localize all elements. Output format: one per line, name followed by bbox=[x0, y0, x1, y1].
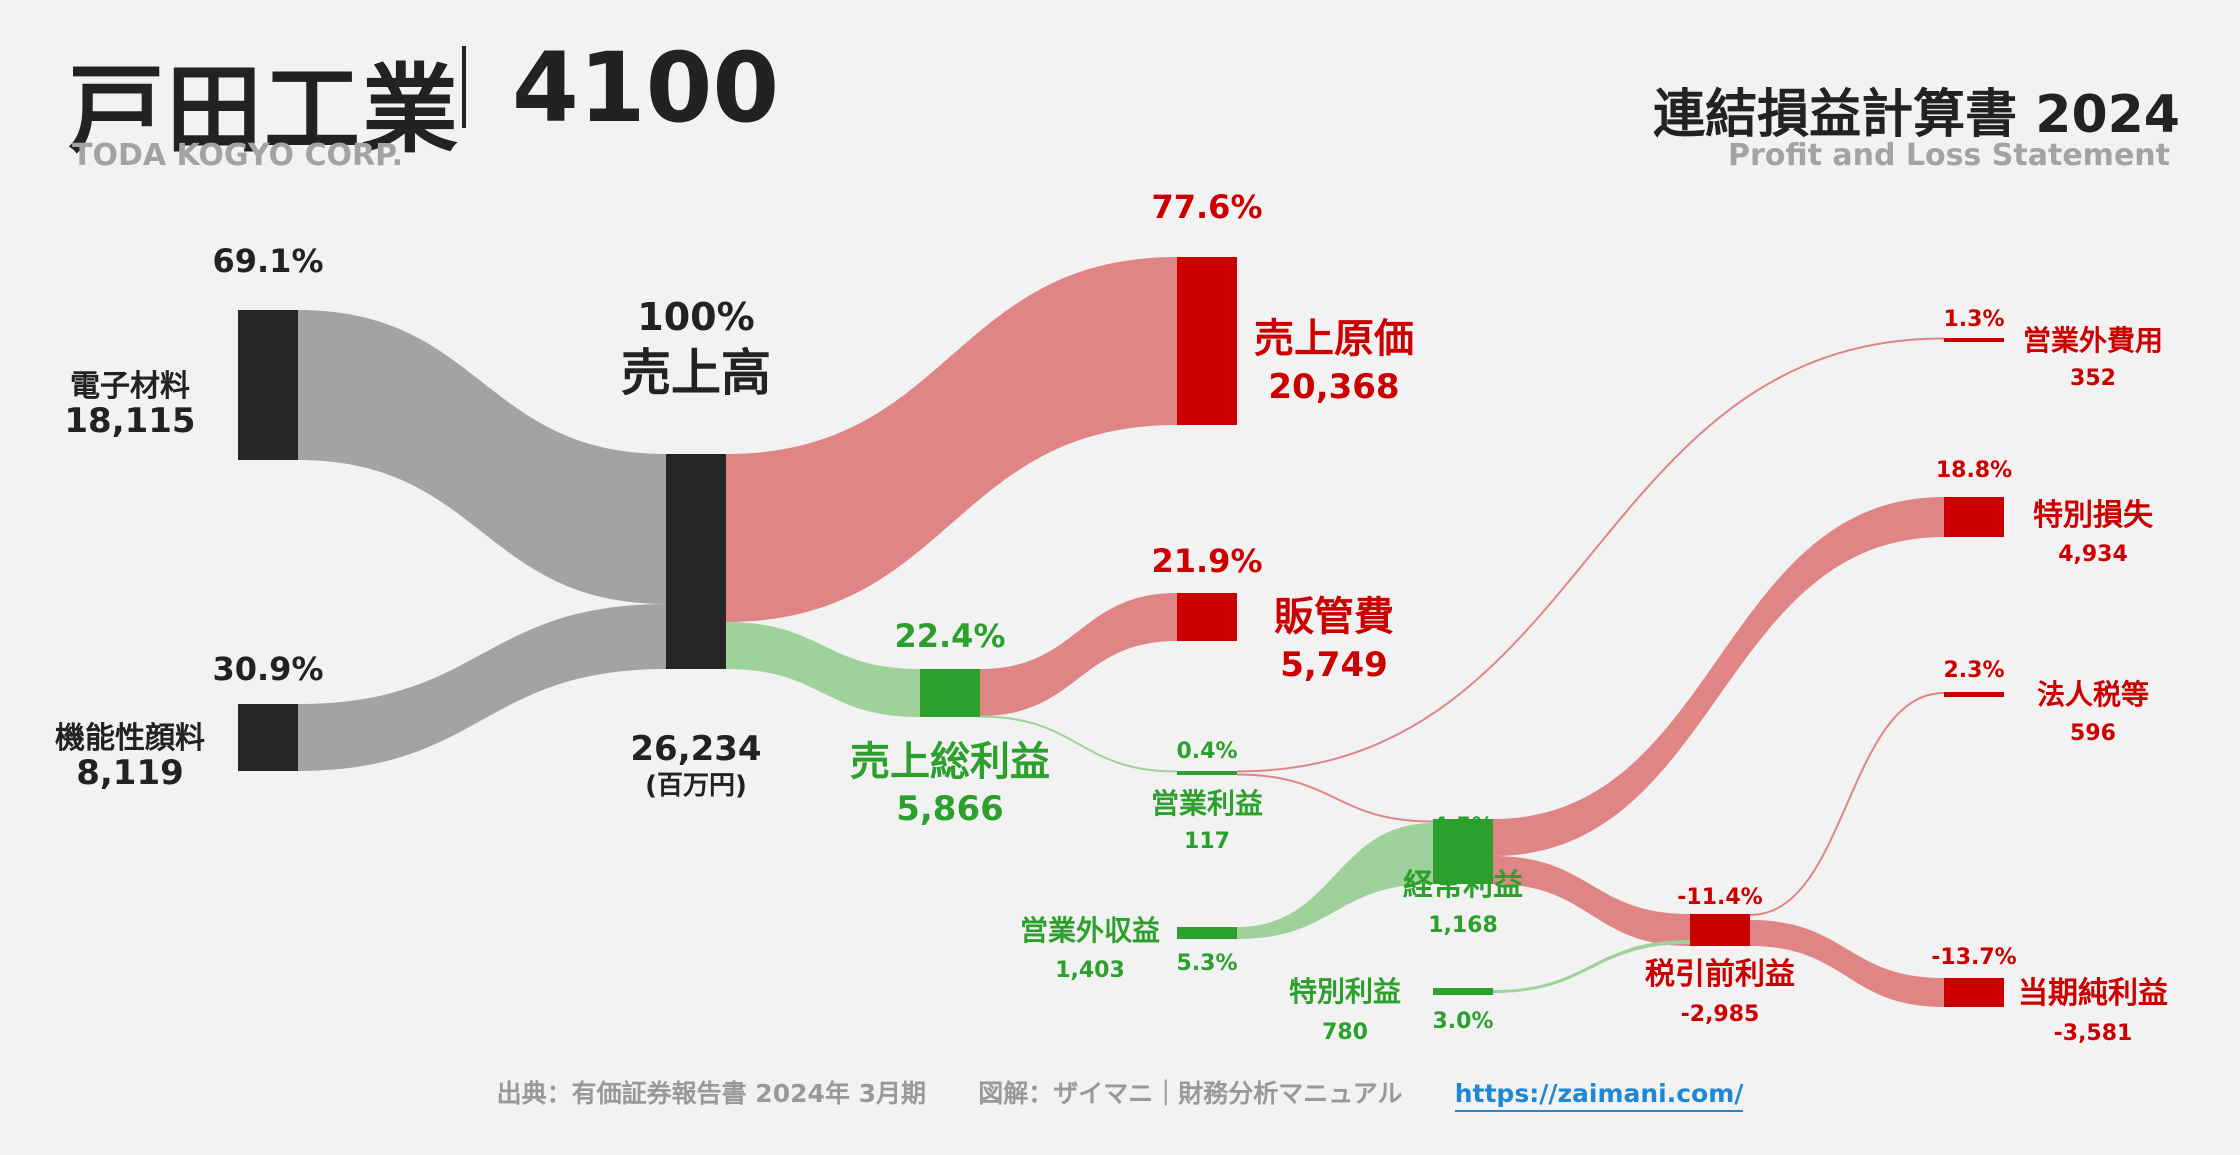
node-label-net: 当期純利益 bbox=[2018, 976, 2168, 1011]
node-pct-nonopinc: 5.3% bbox=[1176, 951, 1237, 976]
title-separator bbox=[462, 46, 466, 128]
node-label-sales: 売上高 bbox=[621, 344, 771, 402]
node-label-opinc: 営業利益 bbox=[1151, 787, 1263, 820]
node-pct-tax: 2.3% bbox=[1943, 658, 2004, 683]
node-pct-ordinary: 4.5% bbox=[1432, 814, 1493, 839]
footer-url-link[interactable]: https://zaimani.com/ bbox=[1454, 1079, 1744, 1112]
node-pct-pretax: -11.4% bbox=[1677, 885, 1762, 910]
stock-code: 4100 bbox=[512, 32, 780, 144]
node-label-extgain: 特別利益 bbox=[1289, 975, 1401, 1008]
node-pct-sales: 100% bbox=[637, 295, 754, 339]
flow-kinou-to-sales bbox=[298, 604, 666, 771]
node-value-extloss: 4,934 bbox=[2058, 542, 2128, 567]
node-pct-extgain: 3.0% bbox=[1432, 1009, 1493, 1034]
node-bar-ordinary bbox=[1433, 819, 1493, 884]
node-pct-cogs: 77.6% bbox=[1151, 188, 1262, 226]
node-bar-denshi bbox=[238, 310, 298, 460]
flow-pretax-to-tax bbox=[1749, 692, 1945, 916]
node-bar-extloss bbox=[1944, 497, 2004, 537]
footer-credit: 図解：ザイマニ｜財務分析マニュアル bbox=[978, 1079, 1403, 1108]
node-bar-gross bbox=[920, 669, 980, 717]
node-bar-opinc bbox=[1177, 771, 1237, 775]
node-bar-extgain bbox=[1433, 988, 1493, 995]
statement-title-jp: 連結損益計算書 2024 bbox=[1653, 85, 2180, 145]
sankey-flows bbox=[298, 257, 1945, 1007]
node-value-net: -3,581 bbox=[2054, 1021, 2133, 1046]
flow-nonopinc-to-ordinary bbox=[1237, 823, 1433, 939]
node-value-kinou: 8,119 bbox=[76, 753, 184, 793]
node-bar-nonopexp bbox=[1944, 338, 2004, 342]
node-bar-pretax bbox=[1690, 914, 1750, 946]
flow-ordinary-to-pretax bbox=[1493, 856, 1690, 946]
flow-ordinary-to-extloss bbox=[1493, 497, 1944, 856]
flow-opinc-to-ordinary bbox=[1236, 773, 1434, 823]
node-label-kinou: 機能性顔料 bbox=[55, 721, 205, 756]
node-pct-extloss: 18.8% bbox=[1936, 458, 2012, 483]
footer: 出典：有価証券報告書 2024年 3月期 図解：ザイマニ｜財務分析マニュアル h… bbox=[0, 1074, 2240, 1112]
node-pct-opinc: 0.4% bbox=[1176, 739, 1237, 764]
flow-sales-to-cogs bbox=[726, 257, 1177, 622]
node-value-gross: 5,866 bbox=[896, 789, 1004, 829]
sankey-nodes bbox=[238, 257, 2004, 1007]
node-bar-sales bbox=[666, 454, 726, 669]
footer-source: 出典：有価証券報告書 2024年 3月期 bbox=[496, 1079, 926, 1108]
node-value-opinc: 117 bbox=[1184, 829, 1230, 854]
company-name-en: TODA KOGYO CORP. bbox=[72, 138, 403, 173]
node-label-gross: 売上総利益 bbox=[850, 739, 1050, 785]
node-bar-net bbox=[1944, 978, 2004, 1007]
flow-pretax-to-net bbox=[1750, 920, 1944, 1007]
node-label-sga: 販管費 bbox=[1274, 594, 1394, 640]
flow-extgain-to-pretax bbox=[1493, 940, 1690, 993]
node-bar-kinou bbox=[238, 704, 298, 771]
node-label-cogs: 売上原価 bbox=[1254, 316, 1414, 362]
node-label-denshi: 電子材料 bbox=[70, 369, 190, 404]
company-name-jp: 戸田工業 bbox=[68, 54, 460, 166]
node-bar-nonopinc bbox=[1177, 927, 1237, 939]
node-value-ordinary: 1,168 bbox=[1428, 913, 1498, 938]
node-value-denshi: 18,115 bbox=[64, 401, 195, 441]
node-value-sales: 26,234 bbox=[630, 729, 761, 769]
node-bar-sga bbox=[1177, 593, 1237, 641]
node-value-pretax: -2,985 bbox=[1681, 1002, 1760, 1027]
statement-title-en: Profit and Loss Statement bbox=[1727, 138, 2170, 173]
node-bar-tax bbox=[1944, 692, 2004, 697]
node-pct-sga: 21.9% bbox=[1151, 542, 1262, 580]
node-value-cogs: 20,368 bbox=[1268, 367, 1399, 407]
node-label-pretax: 税引前利益 bbox=[1645, 957, 1795, 992]
node-label-extloss: 特別損失 bbox=[2033, 498, 2154, 533]
node-value-sga: 5,749 bbox=[1280, 645, 1388, 685]
node-pct-net: -13.7% bbox=[1931, 945, 2016, 970]
unit-label: (百万円) bbox=[645, 771, 747, 801]
node-value-extgain: 780 bbox=[1322, 1020, 1368, 1045]
node-value-tax: 596 bbox=[2070, 721, 2116, 746]
node-pct-kinou: 30.9% bbox=[212, 650, 323, 688]
flow-sales-to-gross bbox=[726, 622, 920, 717]
node-value-nonopinc: 1,403 bbox=[1055, 958, 1125, 983]
flow-denshi-to-sales bbox=[298, 310, 666, 604]
node-label-nonopinc: 営業外収益 bbox=[1020, 914, 1160, 947]
flow-gross-to-opinc bbox=[979, 715, 1178, 773]
flow-gross-to-sga bbox=[980, 593, 1177, 716]
flow-opinc-to-nonopexp bbox=[1236, 337, 1945, 773]
node-pct-gross: 22.4% bbox=[894, 617, 1005, 655]
node-pct-denshi: 69.1% bbox=[212, 242, 323, 280]
node-label-ordinary: 経常利益 bbox=[1403, 868, 1523, 903]
node-bar-cogs bbox=[1177, 257, 1237, 425]
node-pct-nonopexp: 1.3% bbox=[1943, 307, 2004, 332]
node-label-tax: 法人税等 bbox=[2037, 678, 2149, 711]
node-value-nonopexp: 352 bbox=[2070, 366, 2116, 391]
node-label-nonopexp: 営業外費用 bbox=[2023, 324, 2163, 357]
